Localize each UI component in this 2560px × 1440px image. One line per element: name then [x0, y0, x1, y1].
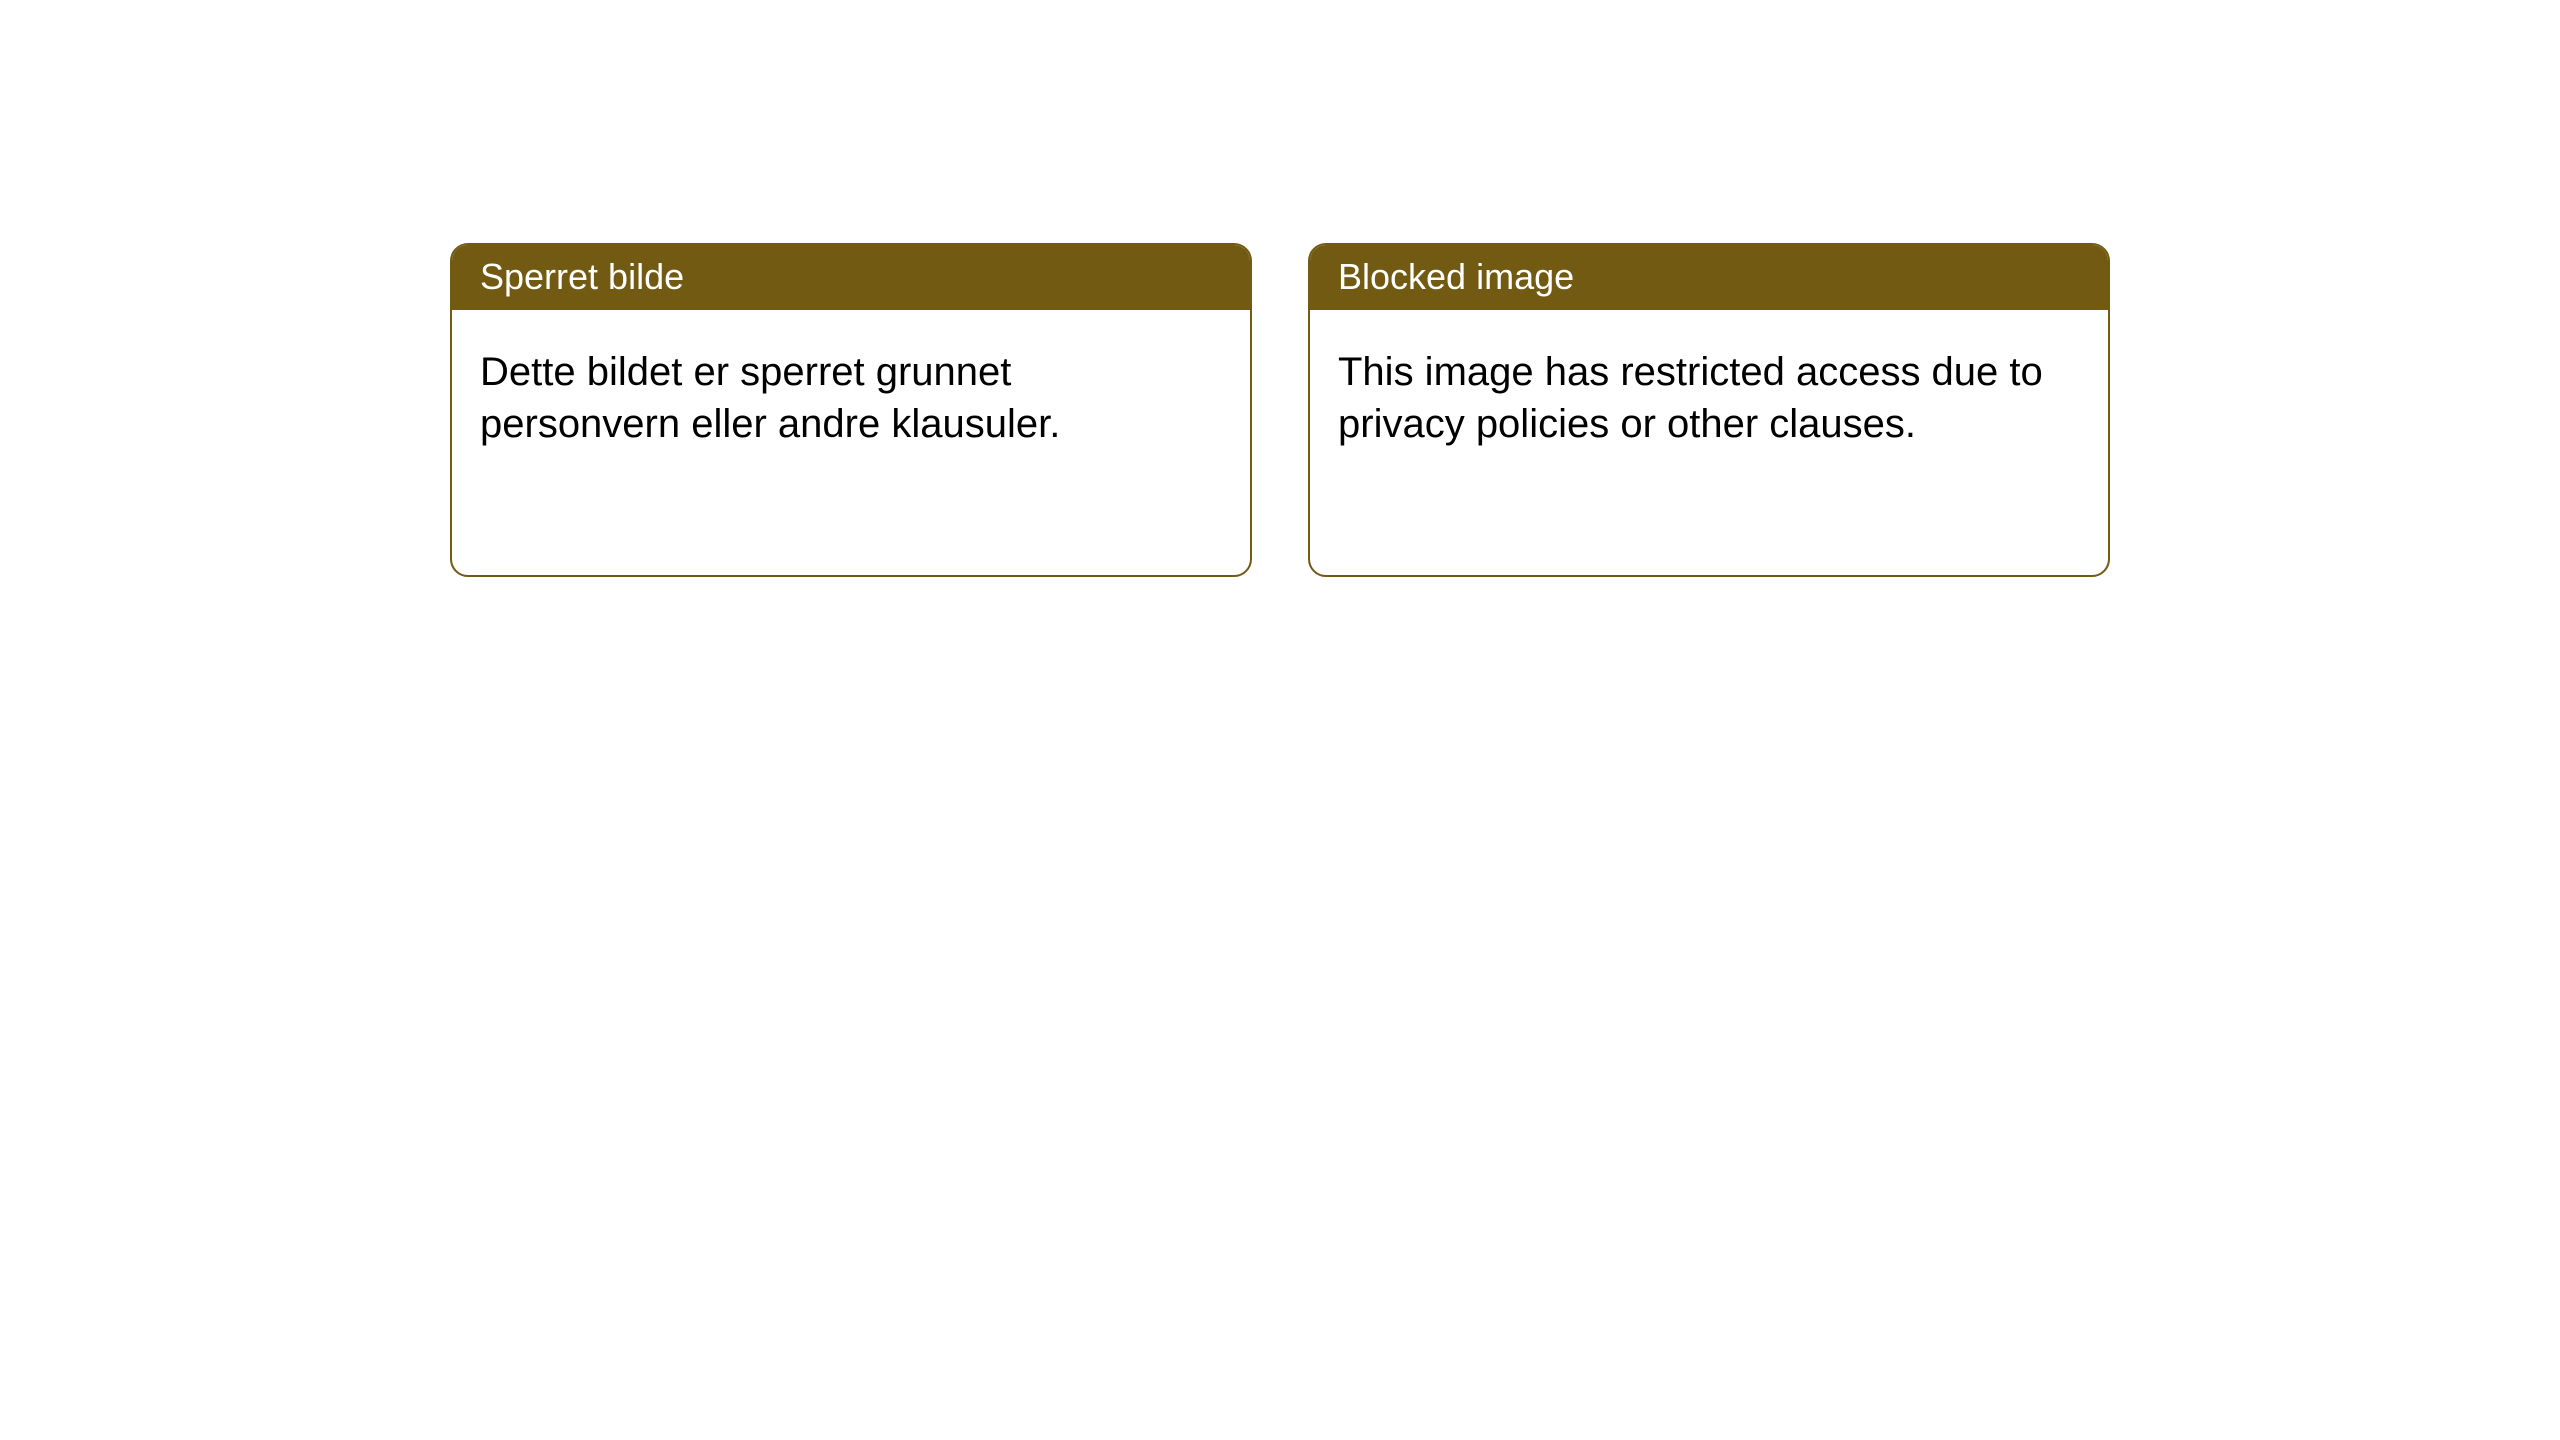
notice-card-norwegian: Sperret bilde Dette bildet er sperret gr… — [450, 243, 1252, 577]
card-body: This image has restricted access due to … — [1310, 310, 2108, 470]
card-header: Sperret bilde — [452, 245, 1250, 310]
card-title: Blocked image — [1338, 256, 1574, 297]
card-header: Blocked image — [1310, 245, 2108, 310]
card-body: Dette bildet er sperret grunnet personve… — [452, 310, 1250, 470]
card-title: Sperret bilde — [480, 256, 684, 297]
notice-card-english: Blocked image This image has restricted … — [1308, 243, 2110, 577]
card-body-text: Dette bildet er sperret grunnet personve… — [480, 350, 1060, 446]
notice-container: Sperret bilde Dette bildet er sperret gr… — [0, 0, 2560, 577]
card-body-text: This image has restricted access due to … — [1338, 350, 2043, 446]
